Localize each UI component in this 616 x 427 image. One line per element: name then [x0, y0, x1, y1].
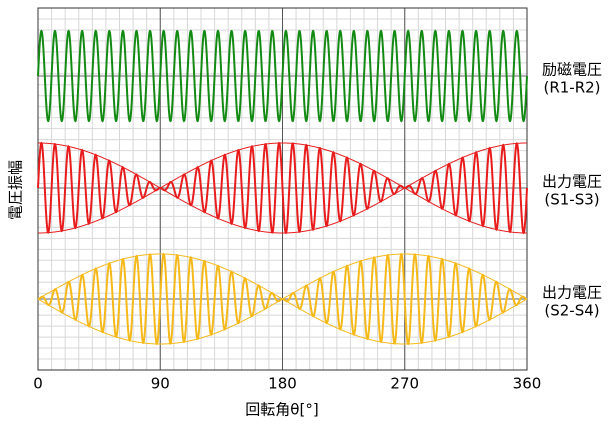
- x-tick-label: 360: [513, 375, 542, 393]
- envelope: [38, 142, 527, 234]
- x-axis-label: 回転角θ[°]: [245, 401, 318, 419]
- legend-label: (S2-S4): [544, 302, 599, 320]
- wave: [37, 141, 528, 235]
- envelope: [38, 142, 527, 234]
- legend-label: 励磁電圧: [542, 61, 602, 79]
- wave: [37, 29, 528, 123]
- legend-label: 出力電圧: [542, 173, 602, 191]
- legend-label: (R1-R2): [543, 79, 600, 97]
- legend-label: 出力電圧: [542, 284, 602, 302]
- x-tick-label: 90: [151, 375, 170, 393]
- legend-label: (S1-S3): [544, 191, 599, 209]
- x-tick-label: 270: [390, 375, 419, 393]
- x-tick-label: 0: [33, 375, 43, 393]
- x-tick-label: 180: [268, 375, 297, 393]
- envelope: [37, 253, 528, 345]
- y-axis-label: 電圧振幅: [7, 160, 25, 220]
